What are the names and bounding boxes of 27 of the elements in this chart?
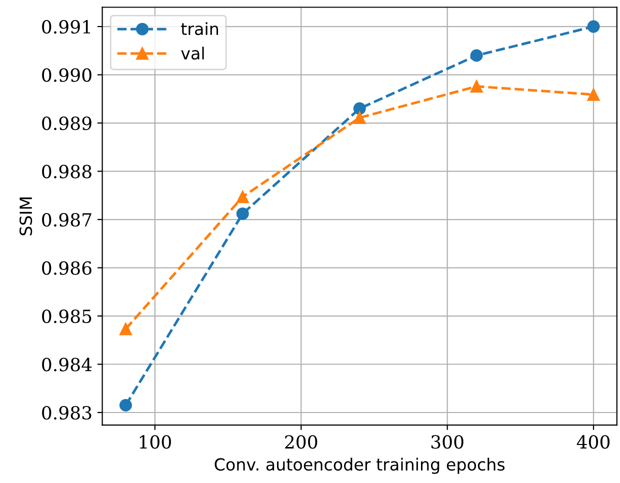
y-tick-label: 0.989 <box>42 116 92 130</box>
y-tick-label: 0.991 <box>42 20 90 34</box>
y-tick-label: 0.983 <box>42 406 92 420</box>
point <box>119 322 132 336</box>
point <box>470 80 483 93</box>
point <box>119 399 132 412</box>
legend-label: train <box>181 22 218 36</box>
y-tick-label: 0.990 <box>42 68 92 82</box>
x-tick-label: 200 <box>285 435 318 449</box>
point <box>236 207 249 220</box>
y-tick-label: 0.987 <box>42 212 92 227</box>
legend-label: val <box>181 46 204 60</box>
point <box>353 102 366 115</box>
x-tick-label: 400 <box>576 435 610 449</box>
x-tick-label: 300 <box>431 435 464 449</box>
y-tick-label: 0.986 <box>42 261 92 275</box>
y-tick-label: 0.988 <box>42 164 92 178</box>
point <box>470 49 483 62</box>
point <box>587 20 600 33</box>
point <box>587 88 600 101</box>
point <box>353 111 366 124</box>
y-tick-label: 0.984 <box>42 358 92 372</box>
x-tick-label: 100 <box>140 435 171 449</box>
point <box>236 190 249 204</box>
y-axis-title: SSIM <box>19 198 32 236</box>
y-tick-label: 0.985 <box>42 309 92 324</box>
x-axis-title: Conv. autoencoder training epochs <box>214 458 505 474</box>
